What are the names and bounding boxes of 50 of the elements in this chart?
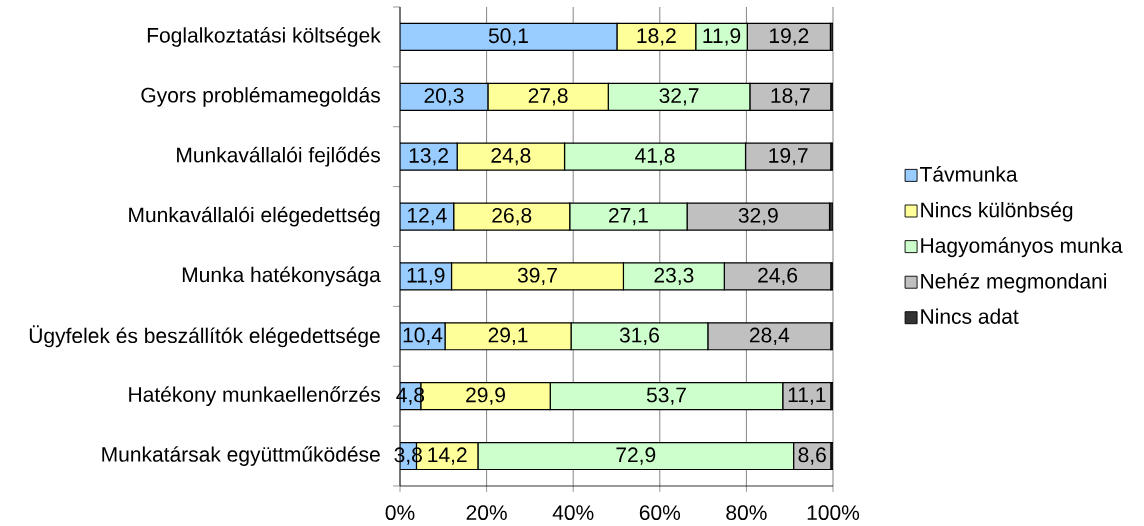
data-label: 53,7	[646, 387, 686, 405]
data-label: 32,7	[659, 88, 699, 106]
data-label: 18,7	[771, 88, 810, 106]
x-tick-label: 0%	[385, 505, 415, 521]
data-label: 19,7	[769, 148, 808, 166]
data-label: 72,9	[616, 447, 656, 465]
x-tick-label: 80%	[726, 505, 767, 521]
data-label: 24,8	[491, 148, 531, 166]
x-tick-label: 20%	[466, 505, 507, 521]
data-label: 28,4	[749, 327, 790, 345]
data-label: 24,6	[758, 267, 798, 286]
data-label: 31,6	[619, 327, 659, 345]
data-label: 13,2	[409, 148, 448, 166]
data-label: 23,3	[654, 267, 694, 286]
data-label: 27,1	[609, 207, 648, 226]
data-label: 32,9	[738, 207, 778, 226]
data-label: 27,8	[528, 88, 568, 106]
y-tick-label: Munkavállalói elégedettség	[129, 206, 380, 227]
y-tick-label: Munkatársak együttműködése	[102, 446, 380, 466]
data-label: 39,7	[517, 267, 557, 286]
bar	[400, 22, 618, 52]
data-label: 18,2	[637, 28, 676, 46]
data-label: 11,9	[407, 267, 445, 286]
data-label: 8,6	[798, 447, 826, 465]
y-tick-label: Munka hatékonysága	[182, 266, 381, 287]
y-tick-label: Ügyfelek és beszállítók elégedettsége	[29, 325, 380, 348]
legend-label: Nincs adat	[921, 308, 1019, 324]
data-label: 41,8	[635, 148, 675, 166]
data-label: 14,2	[428, 447, 467, 465]
x-tick-label: 40%	[552, 505, 594, 521]
y-tick-label: Gyors problémamegoldás	[141, 86, 380, 107]
y-tick-label: Foglalkoztatási költségek	[147, 27, 381, 47]
legend-label: Hagyományos munka	[921, 237, 1123, 258]
legend-label: Távmunka	[920, 166, 1018, 182]
legend-label: Nehéz megmondani	[921, 272, 1107, 293]
data-label: 50,1	[488, 28, 528, 46]
x-tick-label: 60%	[639, 505, 681, 521]
y-tick-label: Hatékony munkaellenőrzés	[129, 386, 380, 407]
data-label: 26,8	[492, 207, 532, 226]
data-label: 29,9	[466, 387, 505, 405]
data-label: 20,3	[424, 88, 464, 106]
data-label: 29,1	[488, 327, 528, 345]
x-tick-label: 100%	[807, 505, 860, 521]
data-label: 12,4	[408, 207, 447, 226]
data-label: 11,9	[703, 28, 741, 46]
legend-label: Nincs különbség	[921, 201, 1073, 222]
data-label: 19,2	[770, 28, 809, 46]
y-tick-label: Munkavállalói fejlődés	[177, 146, 380, 167]
data-label: 11,1	[788, 387, 826, 405]
data-label: 10,4	[403, 327, 443, 345]
